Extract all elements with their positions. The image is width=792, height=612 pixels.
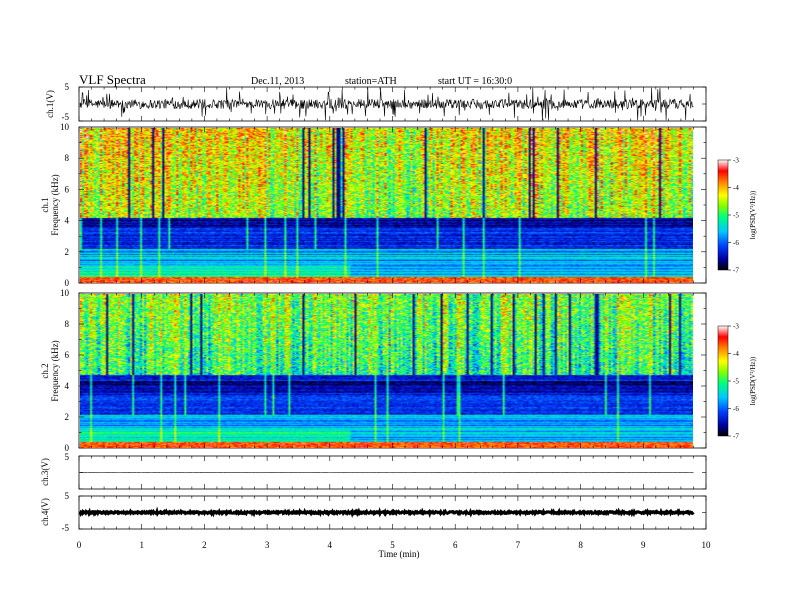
spectrogram-ytick-label: 6 — [65, 350, 70, 360]
x-tick-label: 9 — [641, 540, 646, 550]
x-tick-label: 1 — [139, 540, 144, 550]
colorbar-tick-label: -5 — [733, 212, 739, 220]
ch2-spectrogram-ylabel-frequency: Frequency (kHz) — [50, 340, 60, 401]
ch2-spectrogram-yticks: 0 2 4 6 8 10 — [60, 288, 70, 453]
x-tick-label: 6 — [453, 540, 458, 550]
spectrogram-ytick-label: 2 — [65, 412, 70, 422]
ch4-ytick-minus5: -5 — [62, 523, 70, 533]
ch2-spectrogram-ylabel-channel: ch.2 — [40, 363, 50, 378]
ch1-colorbar-gradient — [717, 159, 729, 271]
ch1-spectrogram-image — [80, 128, 693, 283]
ch2-spectrogram — [80, 294, 693, 448]
spectrogram-ytick-label: 0 — [65, 443, 70, 453]
ch1-colorbar-label: log(PSD(V²/Hz)) — [749, 190, 757, 239]
ch2-colorbar: -3 -4 -5 -6 -7 log(PSD(V²/Hz)) — [717, 323, 757, 441]
spectrogram-ytick-label: 6 — [65, 184, 70, 194]
spectrogram-ytick-label: 4 — [65, 216, 70, 226]
spectrogram-ytick-label: 10 — [60, 122, 70, 132]
axis-ticks — [78, 86, 707, 530]
ch2-colorbar-gradient — [717, 325, 729, 437]
ch1-spectrogram — [80, 128, 693, 283]
ch1-waveform-ylabel: ch.1(V) — [45, 90, 55, 118]
spectrogram-ytick-label: 8 — [65, 319, 70, 329]
ch1-spectrogram-ylabel: ch.1 Frequency (kHz) — [40, 174, 60, 235]
ch1-waveform-trace — [79, 87, 694, 121]
x-tick-label: 10 — [702, 540, 712, 550]
ch1-ytick-minus5: -5 — [62, 112, 70, 122]
x-axis-label: Time (min) — [379, 549, 420, 559]
start-time-label: start UT = 16:30:0 — [438, 76, 512, 87]
colorbar-tick-label: -3 — [733, 323, 739, 331]
colorbar-tick-label: -7 — [733, 267, 739, 275]
spectrogram-ytick-label: 4 — [65, 381, 70, 391]
colorbar-tick-label: -3 — [733, 157, 739, 165]
colorbar-tick-label: -6 — [733, 239, 739, 247]
ch2-colorbar-label: log(PSD(V²/Hz)) — [749, 356, 757, 405]
x-tick-labels: 0 1 2 3 4 5 6 7 8 9 10 — [77, 540, 711, 550]
station-label: station=ATH — [345, 76, 397, 87]
colorbar-tick-label: -4 — [733, 184, 739, 192]
x-tick-label: 7 — [516, 540, 521, 550]
ch1-spectrogram-ylabel-channel: ch.1 — [40, 197, 50, 212]
ch4-waveform-ylabel: ch.4(V) — [40, 498, 50, 526]
figure-title: VLF Spectra — [79, 72, 146, 87]
spectrogram-ytick-label: 10 — [60, 288, 70, 298]
x-tick-label: 5 — [390, 540, 395, 550]
ch3-ytick-5: 5 — [65, 452, 70, 462]
x-tick-label: 8 — [578, 540, 583, 550]
date-label: Dec.11, 2013 — [251, 76, 304, 87]
colorbar-tick-label: -5 — [733, 378, 739, 386]
colorbar-tick-label: -4 — [733, 350, 739, 358]
ch1-spectrogram-ylabel-frequency: Frequency (kHz) — [50, 174, 60, 235]
ch2-spectrogram-image — [80, 294, 693, 448]
ch1-spectrogram-yticks: 0 2 4 6 8 10 — [60, 122, 70, 288]
ch4-waveform-trace — [78, 506, 695, 519]
ch4-ytick-5: 5 — [65, 491, 70, 501]
spectrogram-ytick-label: 2 — [65, 247, 70, 257]
ch1-ytick-5: 5 — [65, 82, 70, 92]
spectrogram-ytick-label: 8 — [65, 153, 70, 163]
x-tick-label: 3 — [265, 540, 270, 550]
x-tick-label: 2 — [202, 540, 207, 550]
x-tick-label: 0 — [77, 540, 82, 550]
ch2-colorbar-ticks: -3 -4 -5 -6 -7 — [728, 323, 739, 441]
ch2-spectrogram-ylabel: ch.2 Frequency (kHz) — [40, 340, 60, 401]
ch3-waveform-ylabel: ch.3(V) — [40, 458, 50, 486]
spectrogram-ytick-label: 0 — [65, 278, 70, 288]
x-tick-label: 4 — [328, 540, 333, 550]
colorbar-tick-label: -7 — [733, 433, 739, 441]
ch1-colorbar-ticks: -3 -4 -5 -6 -7 — [728, 157, 739, 275]
ch1-colorbar: -3 -4 -5 -6 -7 log(PSD(V²/Hz)) — [717, 157, 757, 275]
colorbar-tick-label: -6 — [733, 405, 739, 413]
